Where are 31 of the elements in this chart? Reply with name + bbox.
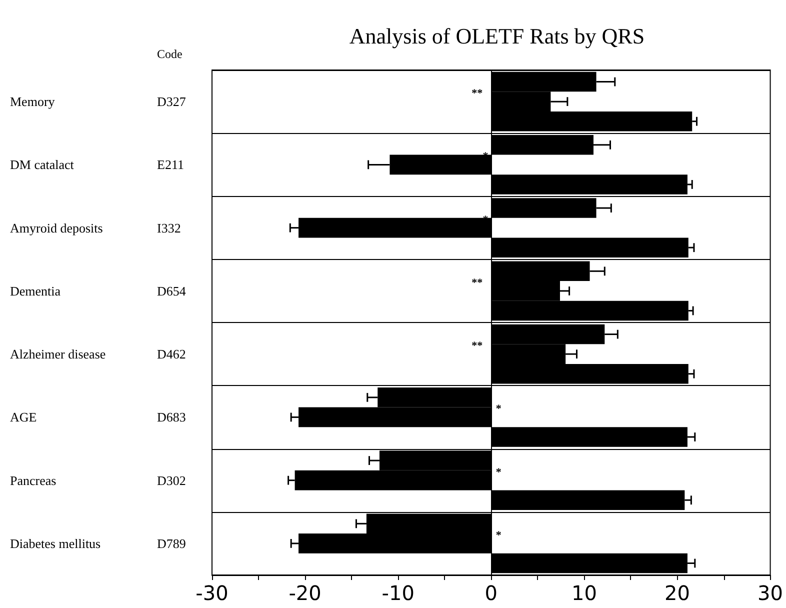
- text: I332: [157, 220, 181, 236]
- x-tick-label: -20: [288, 581, 322, 605]
- annotation: **: [472, 276, 484, 289]
- x-tick-label: 0: [484, 581, 498, 605]
- x-tick-label: -30: [196, 581, 228, 605]
- text: D327: [157, 94, 186, 110]
- x-tick-label: 10: [571, 581, 597, 605]
- y-tick-label: DM catalact: [10, 157, 74, 172]
- y-tick-label: AGE: [10, 410, 37, 425]
- y-tick-label: Memory: [10, 94, 56, 110]
- annotation: **: [472, 340, 484, 352]
- annotation: *: [496, 403, 502, 416]
- y-tick-label: Alzheimer disease: [10, 346, 106, 362]
- y-tick-label: Amyroid deposits: [10, 220, 103, 236]
- x-tick-label: -10: [382, 581, 414, 605]
- x-tick-label: 20: [664, 581, 690, 605]
- chart-title: Analysis of OLETF Rats by QRS: [349, 24, 645, 48]
- annotation: *: [496, 466, 502, 478]
- text: D683: [157, 410, 186, 425]
- text: D462: [157, 346, 186, 362]
- text: D302: [157, 472, 186, 488]
- x-tick-label: 30: [758, 581, 783, 605]
- text: D654: [157, 283, 186, 298]
- y-tick-label: Dementia: [10, 283, 61, 298]
- y-tick-label: Diabetes mellitus: [10, 536, 101, 551]
- text: E211: [157, 157, 184, 172]
- y-tick-label: Pancreas: [10, 472, 56, 488]
- text: Code: [157, 47, 182, 61]
- annotation: **: [472, 88, 484, 100]
- text: D789: [157, 536, 186, 551]
- annotation: *: [496, 529, 502, 542]
